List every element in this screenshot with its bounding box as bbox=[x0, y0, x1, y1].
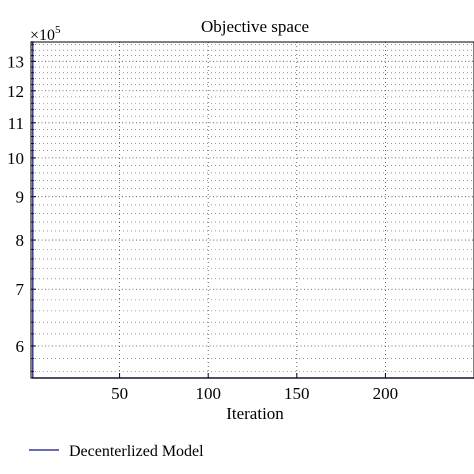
legend-label-decenterlized-model: Decenterlized Model bbox=[69, 443, 204, 460]
x-tick-label-200: 200 bbox=[373, 384, 399, 403]
y-tick-label-12: 12 bbox=[7, 82, 24, 101]
y-tick-label-7: 7 bbox=[16, 280, 25, 299]
y-axis-multiplier-base: ×10 bbox=[30, 27, 55, 44]
y-tick-label-6: 6 bbox=[16, 337, 25, 356]
x-axis-label: Iteration bbox=[226, 404, 284, 423]
grid-lines bbox=[31, 42, 474, 378]
y-tick-label-10: 10 bbox=[7, 149, 24, 168]
y-tick-label-13: 13 bbox=[7, 52, 24, 71]
chart-legend: Decenterlized Model bbox=[29, 443, 204, 460]
x-tick-label-50: 50 bbox=[111, 384, 128, 403]
plot-frame bbox=[30, 41, 474, 379]
y-axis-multiplier-exponent: 5 bbox=[55, 24, 61, 36]
axis-ticks: 67891011121350100150200250 bbox=[7, 44, 474, 403]
x-tick-label-100: 100 bbox=[195, 384, 221, 403]
x-tick-label-150: 150 bbox=[284, 384, 310, 403]
y-axis-multiplier: ×105 bbox=[30, 24, 61, 44]
chart-title: Objective space bbox=[201, 17, 309, 36]
y-tick-label-8: 8 bbox=[16, 231, 25, 250]
y-tick-label-9: 9 bbox=[16, 188, 25, 207]
y-tick-label-11: 11 bbox=[8, 114, 24, 133]
